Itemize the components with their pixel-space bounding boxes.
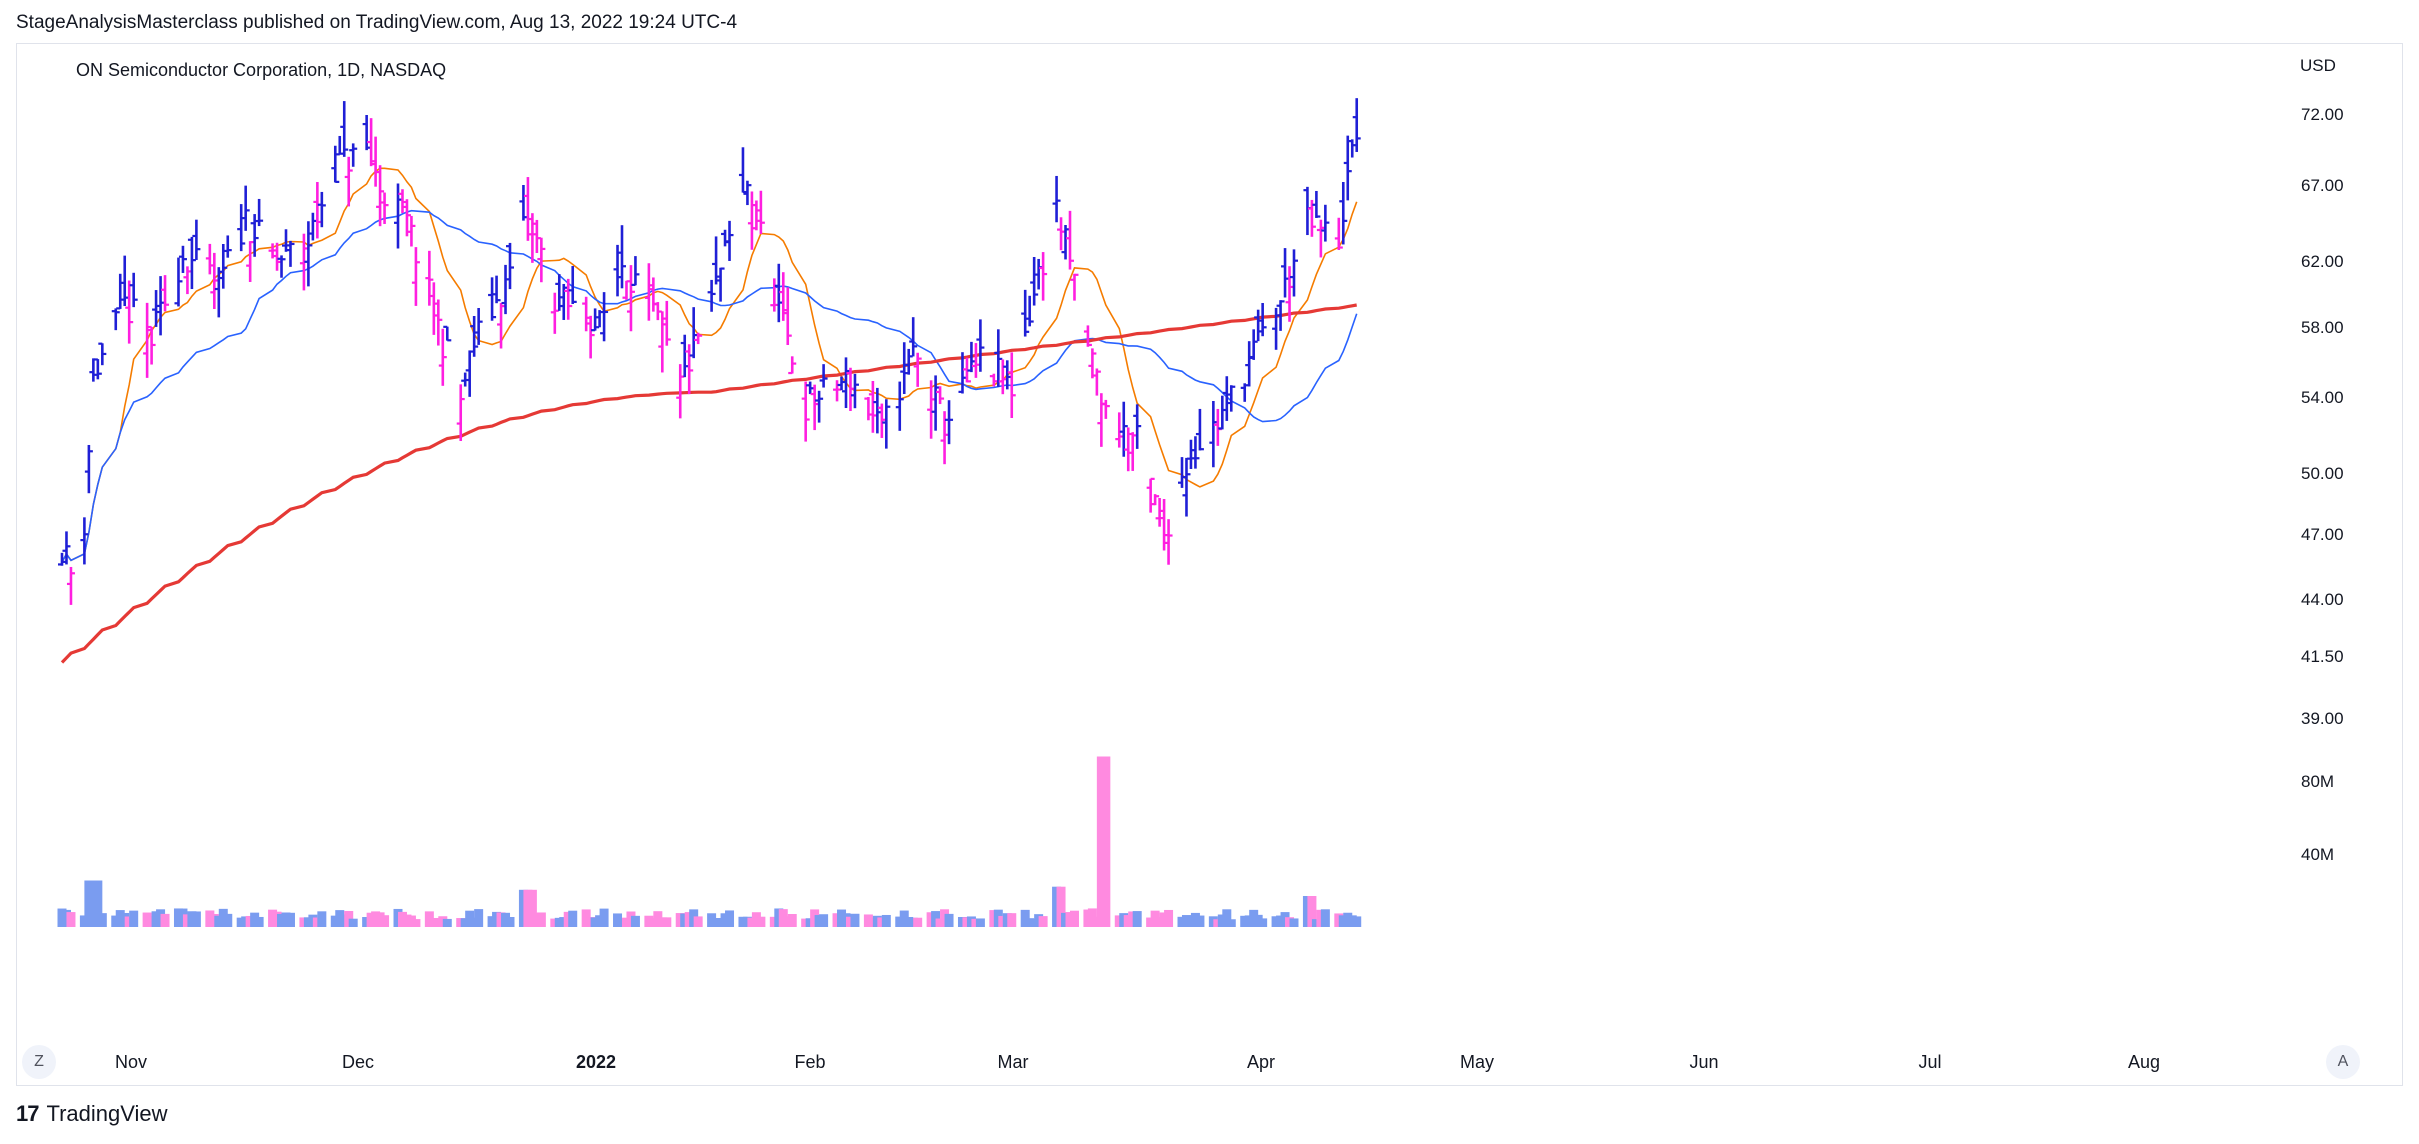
volume-bar — [411, 919, 421, 927]
price-tick-label: 44.00 — [2301, 590, 2344, 609]
volume-bar — [944, 913, 954, 927]
price-tick-label: 58.00 — [2301, 318, 2344, 337]
price-tick-label: 67.00 — [2301, 176, 2344, 195]
volume-bar — [1258, 918, 1268, 927]
volume-bar — [254, 916, 264, 927]
volume-bar — [599, 908, 609, 927]
price-tick-label: 41.50 — [2301, 647, 2344, 666]
volume-bar — [191, 911, 201, 927]
volume-bar — [527, 889, 537, 927]
volume-layer — [57, 756, 1362, 927]
volume-bar — [1307, 896, 1317, 927]
volume-bar — [819, 914, 829, 927]
ma-short-line — [61, 167, 1358, 563]
tradingview-brand[interactable]: 17 TradingView — [16, 1101, 168, 1127]
volume-bar — [380, 915, 390, 927]
volume-bar — [285, 912, 295, 927]
chart-title: ON Semiconductor Corporation, 1D, NASDAQ — [76, 60, 447, 80]
volume-bar — [160, 913, 170, 927]
moving-average-layer — [60, 167, 1358, 664]
volume-bar — [1038, 916, 1048, 927]
volume-bar — [536, 912, 546, 927]
volume-bar — [129, 910, 139, 927]
brand-label: TradingView — [46, 1101, 168, 1126]
volume-bar — [1069, 910, 1079, 927]
volume-bar — [223, 913, 233, 927]
volume-bar — [1226, 919, 1236, 927]
time-tick-label: Apr — [1247, 1052, 1275, 1072]
volume-bar — [1320, 909, 1330, 927]
time-tick-label: Nov — [115, 1052, 147, 1072]
volume-bar — [1164, 909, 1174, 927]
time-tick-label: Jul — [1918, 1052, 1941, 1072]
volume-tick-label: 40M — [2301, 845, 2334, 864]
volume-bar — [348, 918, 358, 927]
time-tick-label: Aug — [2128, 1052, 2160, 1072]
ohlc-bar-layer — [58, 98, 1361, 605]
price-tick-label: 62.00 — [2301, 252, 2344, 271]
zoom-button[interactable]: Z — [22, 1045, 56, 1079]
volume-bar — [1352, 916, 1362, 927]
volume-bar — [1289, 918, 1299, 927]
volume-bar — [1132, 911, 1142, 927]
time-tick-label: Mar — [998, 1052, 1029, 1072]
time-tick-label: Jun — [1689, 1052, 1718, 1072]
price-tick-label: 39.00 — [2301, 709, 2344, 728]
price-tick-label: 54.00 — [2301, 388, 2344, 407]
volume-bar — [1222, 909, 1232, 927]
volume-bar — [317, 911, 327, 927]
auto-scale-button[interactable]: A — [2326, 1045, 2360, 1079]
price-tick-label: 47.00 — [2301, 525, 2344, 544]
time-tick-label: 2022 — [576, 1052, 616, 1072]
ma-long-line — [60, 303, 1357, 664]
volume-bar — [505, 917, 515, 927]
volume-bar — [97, 913, 107, 927]
volume-bar — [850, 913, 860, 927]
tradingview-logo-icon: 17 — [16, 1101, 40, 1126]
chart-frame — [16, 43, 2403, 1086]
time-tick-label: Feb — [794, 1052, 825, 1072]
ma-mid-line — [61, 209, 1358, 563]
volume-bar — [474, 909, 484, 927]
volume-bar — [913, 917, 923, 927]
volume-bar — [693, 916, 703, 927]
time-tick-label: Dec — [342, 1052, 374, 1072]
volume-bar — [725, 910, 735, 927]
volume-bar — [1101, 756, 1111, 927]
volume-bar — [756, 916, 766, 927]
volume-bar — [975, 918, 985, 927]
price-tick-label: 72.00 — [2301, 105, 2344, 124]
volume-bar — [1195, 915, 1205, 927]
volume-bar — [630, 915, 640, 927]
time-tick-label: May — [1460, 1052, 1494, 1072]
currency-label: USD — [2300, 56, 2336, 75]
volume-bar — [1056, 886, 1066, 927]
volume-bar — [662, 917, 672, 927]
publisher-line: StageAnalysisMasterclass published on Tr… — [16, 12, 738, 33]
volume-bar — [787, 914, 797, 927]
volume-bar — [1007, 913, 1017, 927]
volume-bar — [93, 880, 103, 927]
volume-bar — [66, 912, 76, 927]
axis-layer: 72.00 67.00 62.00 58.00 54.00 50.00 47.00 44.00… — [115, 105, 2344, 1072]
volume-bar — [568, 910, 578, 927]
volume-bar — [442, 918, 452, 927]
price-tick-label: 50.00 — [2301, 464, 2344, 483]
volume-tick-label: 80M — [2301, 772, 2334, 791]
volume-bar — [881, 914, 891, 927]
